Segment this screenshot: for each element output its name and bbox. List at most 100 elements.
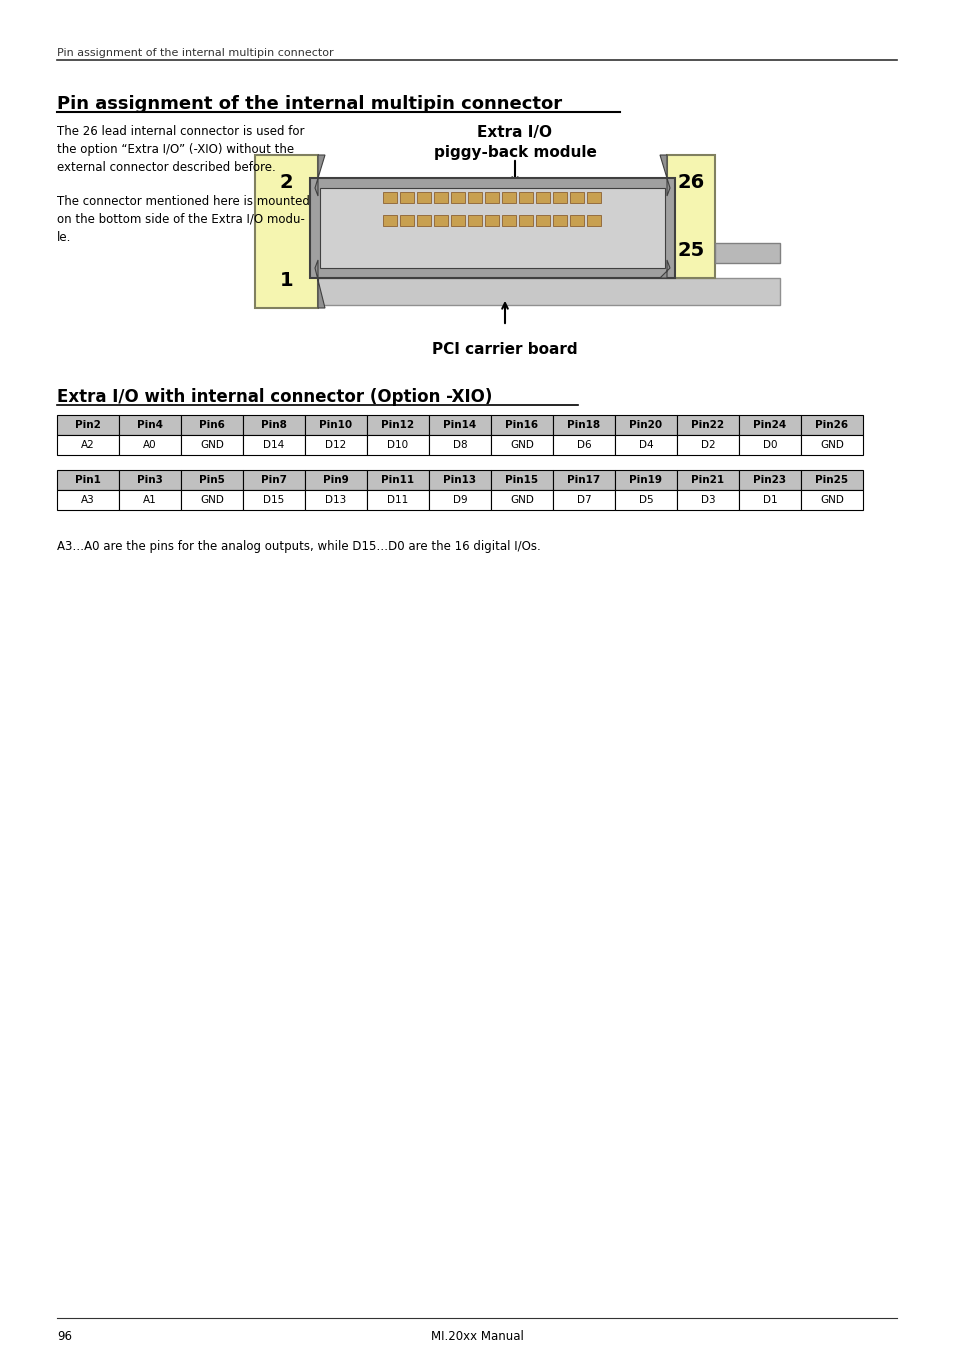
Text: D12: D12 (325, 440, 346, 450)
Bar (801, 490, 862, 509)
Bar (677, 490, 739, 509)
Text: Pin19: Pin19 (629, 476, 661, 485)
Text: D15: D15 (263, 494, 284, 505)
Bar (739, 490, 801, 509)
Text: A3: A3 (81, 494, 94, 505)
Bar (536, 215, 550, 226)
Text: Pin15: Pin15 (505, 476, 538, 485)
Text: 2: 2 (279, 173, 293, 192)
Bar (254, 155, 317, 308)
Bar (801, 415, 862, 435)
Text: D9: D9 (453, 494, 467, 505)
Bar (570, 215, 584, 226)
Text: 1: 1 (279, 270, 293, 289)
Bar (181, 490, 243, 509)
Bar (400, 192, 414, 203)
Bar (243, 470, 305, 490)
Text: Pin11: Pin11 (381, 476, 415, 485)
Bar (677, 415, 739, 435)
Bar (305, 415, 367, 435)
Text: Pin26: Pin26 (815, 420, 847, 430)
Bar (57, 490, 119, 509)
Bar (468, 215, 482, 226)
Text: Pin8: Pin8 (261, 420, 287, 430)
Bar (181, 435, 243, 455)
Bar (451, 192, 465, 203)
Text: MI.20xx Manual: MI.20xx Manual (430, 1329, 523, 1343)
Text: D3: D3 (700, 494, 715, 505)
Text: Pin assignment of the internal multipin connector: Pin assignment of the internal multipin … (57, 49, 334, 58)
Bar (553, 192, 567, 203)
Text: A0: A0 (143, 440, 156, 450)
Bar (181, 415, 243, 435)
Text: PCI carrier board: PCI carrier board (432, 342, 578, 357)
Bar (801, 435, 862, 455)
Text: D10: D10 (387, 440, 408, 450)
Text: D7: D7 (576, 494, 591, 505)
Bar (434, 215, 448, 226)
Bar (319, 188, 664, 267)
Bar (615, 490, 677, 509)
Bar (429, 490, 491, 509)
Bar (451, 215, 465, 226)
Bar (119, 435, 181, 455)
Bar (677, 470, 739, 490)
Text: Pin9: Pin9 (323, 476, 349, 485)
Bar (57, 435, 119, 455)
Bar (553, 490, 615, 509)
Bar (502, 215, 516, 226)
Bar (429, 435, 491, 455)
Bar (677, 435, 739, 455)
Text: GND: GND (200, 494, 224, 505)
Text: Pin21: Pin21 (691, 476, 723, 485)
Bar (615, 415, 677, 435)
Text: Pin14: Pin14 (443, 420, 476, 430)
Bar (119, 415, 181, 435)
Text: GND: GND (820, 494, 843, 505)
Bar (553, 470, 615, 490)
Bar (417, 192, 431, 203)
Bar (553, 215, 567, 226)
Bar (553, 435, 615, 455)
Polygon shape (659, 155, 669, 196)
Bar (305, 435, 367, 455)
Text: Pin2: Pin2 (75, 420, 101, 430)
Text: Pin7: Pin7 (261, 476, 287, 485)
Bar (367, 470, 429, 490)
Text: Pin25: Pin25 (815, 476, 847, 485)
Text: Pin5: Pin5 (199, 476, 225, 485)
Bar (429, 470, 491, 490)
Bar (587, 215, 601, 226)
Bar (491, 490, 553, 509)
Bar (615, 470, 677, 490)
Text: Pin16: Pin16 (505, 420, 538, 430)
Bar (666, 155, 714, 278)
Bar (305, 490, 367, 509)
Bar (119, 490, 181, 509)
Bar (243, 435, 305, 455)
Text: 26: 26 (677, 173, 704, 192)
Bar (536, 192, 550, 203)
Text: GND: GND (820, 440, 843, 450)
Text: Pin22: Pin22 (691, 420, 723, 430)
Text: D0: D0 (762, 440, 777, 450)
Text: Pin4: Pin4 (137, 420, 163, 430)
Bar (305, 470, 367, 490)
Text: Pin24: Pin24 (753, 420, 786, 430)
Text: Pin23: Pin23 (753, 476, 785, 485)
Text: Pin assignment of the internal multipin connector: Pin assignment of the internal multipin … (57, 95, 561, 113)
Bar (491, 470, 553, 490)
Polygon shape (314, 259, 325, 308)
Bar (429, 415, 491, 435)
Text: A3…A0 are the pins for the analog outputs, while D15…D0 are the 16 digital I/Os.: A3…A0 are the pins for the analog output… (57, 540, 540, 553)
Bar (243, 415, 305, 435)
Bar (739, 470, 801, 490)
Bar (714, 243, 780, 263)
Text: 96: 96 (57, 1329, 71, 1343)
Bar (615, 435, 677, 455)
Text: The connector mentioned here is mounted
on the bottom side of the Extra I/O modu: The connector mentioned here is mounted … (57, 195, 310, 245)
Bar (739, 435, 801, 455)
Text: Pin20: Pin20 (629, 420, 662, 430)
Bar (263, 278, 780, 305)
Text: Extra I/O with internal connector (Option -XIO): Extra I/O with internal connector (Optio… (57, 388, 492, 407)
